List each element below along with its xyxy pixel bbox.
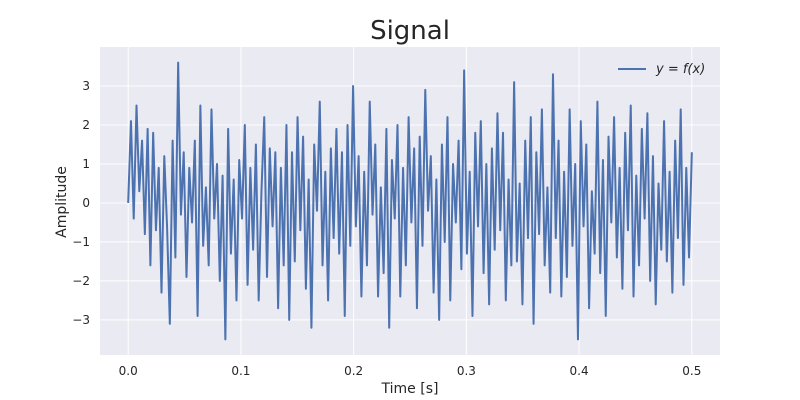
y-tick-label: −3 [72,313,90,327]
x-tick-label: 0.4 [570,364,589,378]
x-tick-label: 0.1 [231,364,250,378]
legend: y = f(x) [618,62,705,77]
series-group [127,61,693,341]
y-axis-label: Amplitude [54,166,70,238]
y-tick-label: 0 [82,196,90,210]
chart-title: Signal [370,16,450,46]
legend-label: y = f(x) [655,62,705,77]
y-tick-label: 2 [82,118,90,132]
y-tick-label: 1 [82,157,90,171]
x-tick-label: 0.5 [682,364,701,378]
y-tick-label: 3 [82,79,90,93]
y-tick-label: −1 [72,235,90,249]
x-axis-label: Time [s] [381,381,439,397]
y-tick-label: −2 [72,274,90,288]
signal-series-line [127,61,693,341]
ticks-group: 0.0 0.1 0.2 0.3 0.4 0.5 −3 −2 −1 0 1 2 3 [72,79,701,378]
x-tick-label: 0.2 [344,364,363,378]
x-tick-label: 0.3 [457,364,476,378]
x-tick-label: 0.0 [119,364,138,378]
